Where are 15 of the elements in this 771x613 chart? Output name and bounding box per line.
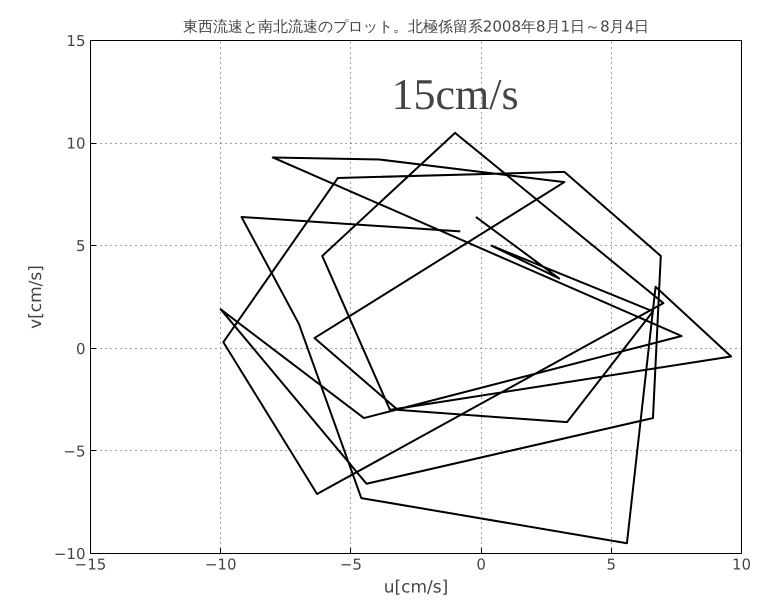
y-tick-label: 10 [66,134,86,153]
line-series [220,132,732,544]
x-tick-label: −10 [204,556,237,574]
y-tick-label: 0 [76,340,86,358]
x-tick-label: −5 [340,556,362,574]
chart-title: 東西流速と南北流速のプロット。北極係留系2008年8月1日～8月4日 [182,18,650,36]
y-tick-label: 5 [76,237,86,256]
x-tick-label: 5 [606,556,616,574]
y-axis-title: v[cm/s] [26,265,46,329]
x-axis-title: u[cm/s] [384,578,448,598]
y-tick-label: −5 [63,442,86,460]
y-tick-label: 15 [66,32,86,50]
annotation: 15cm/s [392,70,519,119]
x-tick-label: 10 [732,556,752,574]
x-tick-label: 0 [476,556,486,574]
